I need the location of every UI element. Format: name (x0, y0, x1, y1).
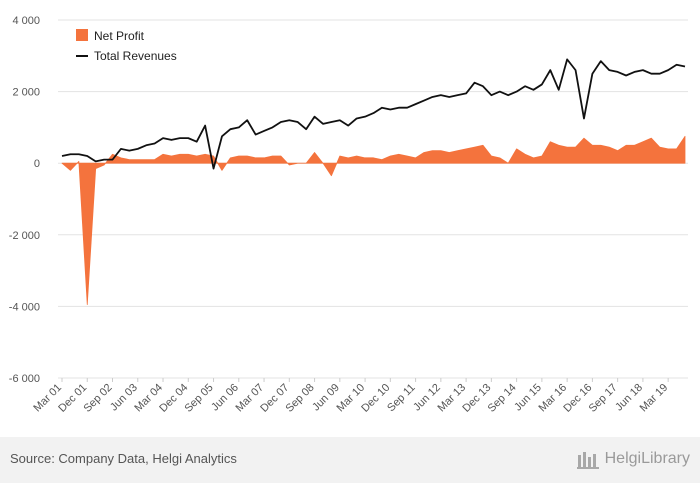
helgi-library-logo: HelgiLibrary (576, 447, 690, 471)
y-tick-label: -2 000 (9, 230, 40, 242)
footer: Source: Company Data, Helgi Analytics He… (0, 437, 700, 483)
x-tick-label: Mar 19 (638, 382, 671, 415)
y-tick-label: -6 000 (9, 373, 40, 385)
library-icon (576, 452, 599, 469)
y-tick-label: 4 000 (12, 15, 40, 27)
y-tick-label: -4 000 (9, 301, 40, 313)
legend-label-net-profit: Net Profit (94, 29, 145, 43)
x-tick-label: Sep 02 (81, 382, 114, 415)
x-tick-label: Sep 14 (486, 382, 519, 415)
x-tick-label: Sep 08 (284, 382, 317, 415)
legend-label-total-revenues: Total Revenues (94, 49, 177, 63)
x-tick-label: Sep 17 (587, 382, 620, 415)
net-profit-area (61, 135, 686, 306)
y-axis-ticks: 4 000 2 000 0 -2 000 -4 000 -6 000 (9, 15, 40, 385)
x-tick-label: Dec 10 (359, 382, 392, 415)
gridlines (58, 19, 688, 379)
x-tick-label: Sep 11 (385, 382, 418, 415)
source-note: Source: Company Data, Helgi Analytics (10, 451, 237, 466)
legend: Net Profit Total Revenues (76, 29, 177, 63)
y-tick-label: 2 000 (12, 87, 40, 99)
chart-plot: 4 000 2 000 0 -2 000 -4 000 -6 000 Mar 01Dec … (9, 15, 688, 415)
series-layer (61, 58, 686, 306)
legend-swatch-net-profit (76, 29, 88, 41)
y-tick-label: 0 (34, 158, 40, 170)
x-tick-label: Sep 05 (183, 382, 216, 415)
logo-text: HelgiLibrary (604, 450, 690, 467)
